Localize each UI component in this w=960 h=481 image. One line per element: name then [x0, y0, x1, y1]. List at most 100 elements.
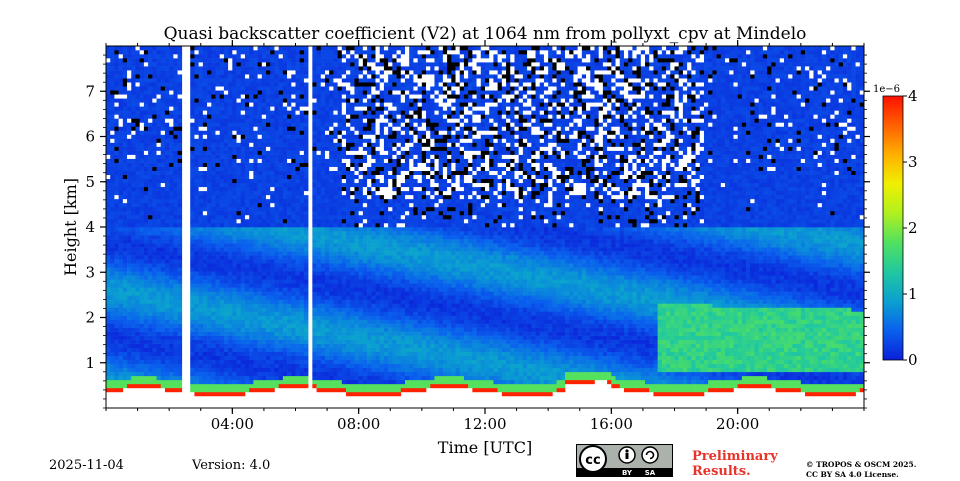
heatmap-cell	[161, 139, 166, 143]
heatmap-cell	[300, 376, 305, 380]
heatmap-cell	[119, 58, 124, 62]
heatmap-cell	[262, 336, 267, 340]
heatmap-cell	[148, 159, 153, 163]
heatmap-cell	[312, 74, 317, 78]
heatmap-cell	[140, 163, 145, 167]
heatmap-cell	[169, 380, 174, 384]
heatmap-cell	[321, 275, 326, 279]
heatmap-cell	[325, 203, 330, 207]
noise-cell	[215, 163, 220, 167]
heatmap-cell	[190, 235, 195, 239]
heatmap-cell	[165, 54, 170, 58]
heatmap-cell	[346, 376, 351, 380]
heatmap-cell	[325, 340, 330, 344]
heatmap-cell	[131, 78, 136, 82]
heatmap-cell	[119, 82, 124, 86]
heatmap-cell	[157, 344, 162, 348]
heatmap-cell	[350, 360, 355, 364]
heatmap-cell	[317, 340, 322, 344]
heatmap-cell	[249, 320, 254, 324]
heatmap-cell	[152, 315, 157, 319]
heatmap-cell	[333, 134, 338, 138]
heatmap-cell	[262, 279, 267, 283]
heatmap-cell	[215, 143, 220, 147]
heatmap-cell	[333, 332, 338, 336]
heatmap-cell	[237, 82, 242, 86]
heatmap-cell	[317, 348, 322, 352]
heatmap-cell	[296, 231, 301, 235]
heatmap-cell	[237, 94, 242, 98]
heatmap-cell	[321, 147, 326, 151]
heatmap-cell	[232, 147, 237, 151]
heatmap-cell	[350, 58, 355, 62]
heatmap-cell	[232, 74, 237, 78]
heatmap-cell	[350, 271, 355, 275]
heatmap-cell	[215, 384, 220, 388]
heatmap-cell	[203, 247, 208, 251]
heatmap-cell	[262, 340, 267, 344]
heatmap-cell	[106, 187, 111, 191]
heatmap-cell	[304, 239, 309, 243]
heatmap-cell	[321, 255, 326, 259]
heatmap-cell	[144, 255, 149, 259]
heatmap-cell	[359, 380, 364, 384]
heatmap-cell	[346, 130, 351, 134]
heatmap-cell	[228, 332, 233, 336]
heatmap-cell	[237, 283, 242, 287]
heatmap-cell	[114, 179, 119, 183]
heatmap-cell	[359, 102, 364, 106]
heatmap-cell	[321, 364, 326, 368]
heatmap-cell	[321, 155, 326, 159]
heatmap-cell	[304, 122, 309, 126]
heatmap-cell	[228, 179, 233, 183]
heatmap-cell	[232, 183, 237, 187]
heatmap-cell	[279, 102, 284, 106]
heatmap-cell	[161, 199, 166, 203]
heatmap-cell	[258, 247, 263, 251]
heatmap-cell	[241, 376, 246, 380]
heatmap-cell	[211, 223, 216, 227]
heatmap-cell	[127, 122, 132, 126]
heatmap-cell	[333, 243, 338, 247]
heatmap-cell	[245, 243, 250, 247]
heatmap-cell	[224, 320, 229, 324]
heatmap-cell	[359, 243, 364, 247]
heatmap-cell	[106, 324, 111, 328]
heatmap-cell	[350, 376, 355, 380]
heatmap-cell	[296, 223, 301, 227]
heatmap-cell	[211, 384, 216, 388]
heatmap-cell	[354, 122, 359, 126]
heatmap-cell	[119, 66, 124, 70]
noise-cell	[135, 74, 140, 78]
heatmap-cell	[144, 183, 149, 187]
noise-cell	[237, 159, 242, 163]
heatmap-cell	[333, 98, 338, 102]
heatmap-cell	[249, 215, 254, 219]
heatmap-cell	[178, 340, 183, 344]
heatmap-cell	[325, 380, 330, 384]
heatmap-cell	[157, 203, 162, 207]
heatmap-cell	[266, 130, 271, 134]
heatmap-cell	[266, 247, 271, 251]
heatmap-cell	[123, 324, 128, 328]
heatmap-cell	[203, 86, 208, 90]
heatmap-cell	[106, 243, 111, 247]
heatmap-cell	[161, 372, 166, 376]
heatmap-cell	[215, 283, 220, 287]
heatmap-cell	[342, 283, 347, 287]
heatmap-cell	[228, 98, 233, 102]
heatmap-cell	[312, 130, 317, 134]
heatmap-cell	[211, 332, 216, 336]
heatmap-cell	[304, 58, 309, 62]
heatmap-cell	[131, 251, 136, 255]
heatmap-cell	[338, 183, 343, 187]
heatmap-cell	[106, 70, 111, 74]
heatmap-cell	[338, 255, 343, 259]
heatmap-cell	[157, 215, 162, 219]
heatmap-cell	[350, 239, 355, 243]
heatmap-cell	[270, 344, 275, 348]
heatmap-cell	[148, 58, 153, 62]
heatmap-cell	[178, 239, 183, 243]
heatmap-cell	[279, 267, 284, 271]
heatmap-cell	[342, 344, 347, 348]
